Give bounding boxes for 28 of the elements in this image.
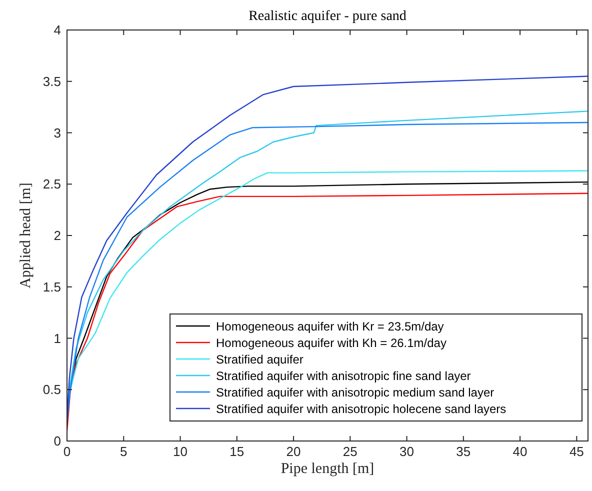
y-tick-label: 1.5 bbox=[42, 279, 61, 294]
y-tick-label: 2 bbox=[54, 228, 61, 243]
y-tick-label: 2.5 bbox=[42, 176, 61, 192]
chart-title: Realistic aquifer - pure sand bbox=[248, 9, 406, 24]
x-tick-label: 15 bbox=[230, 444, 244, 459]
x-tick-label: 30 bbox=[400, 444, 414, 459]
x-axis-title: Pipe length [m] bbox=[280, 461, 374, 477]
legend-label: Homogeneous aquifer with Kr = 23.5m/day bbox=[216, 320, 444, 334]
y-tick-label: 4 bbox=[54, 22, 61, 38]
x-tick-label: 10 bbox=[173, 444, 188, 459]
y-tick-label: 3 bbox=[54, 125, 61, 140]
legend-label: Stratified aquifer with anisotropic fine sand layer bbox=[216, 369, 471, 383]
x-tick-label: 20 bbox=[286, 444, 301, 459]
legend-label: Homogeneous aquifer with Kh = 26.1m/day bbox=[216, 336, 446, 350]
x-tick-label: 35 bbox=[456, 444, 471, 459]
x-tick-label: 40 bbox=[512, 444, 528, 459]
x-tick-label: 5 bbox=[120, 444, 128, 459]
legend-label: Stratified aquifer bbox=[216, 352, 304, 366]
y-tick-label: 0.5 bbox=[42, 382, 61, 398]
legend-label: Stratified aquifer with anisotropic holecene sand layers bbox=[216, 402, 506, 416]
y-tick-label: 0 bbox=[54, 434, 61, 448]
y-axis-title: Applied head [m] bbox=[18, 182, 34, 288]
x-tick-label: 45 bbox=[569, 444, 584, 459]
y-tick-label: 1 bbox=[54, 330, 61, 346]
legend-label: Stratified aquifer with anisotropic medium sand layer bbox=[216, 386, 494, 400]
x-tick-label: 0 bbox=[63, 444, 71, 459]
x-tick-label: 25 bbox=[342, 444, 358, 459]
y-tick-label: 3.5 bbox=[42, 74, 61, 89]
